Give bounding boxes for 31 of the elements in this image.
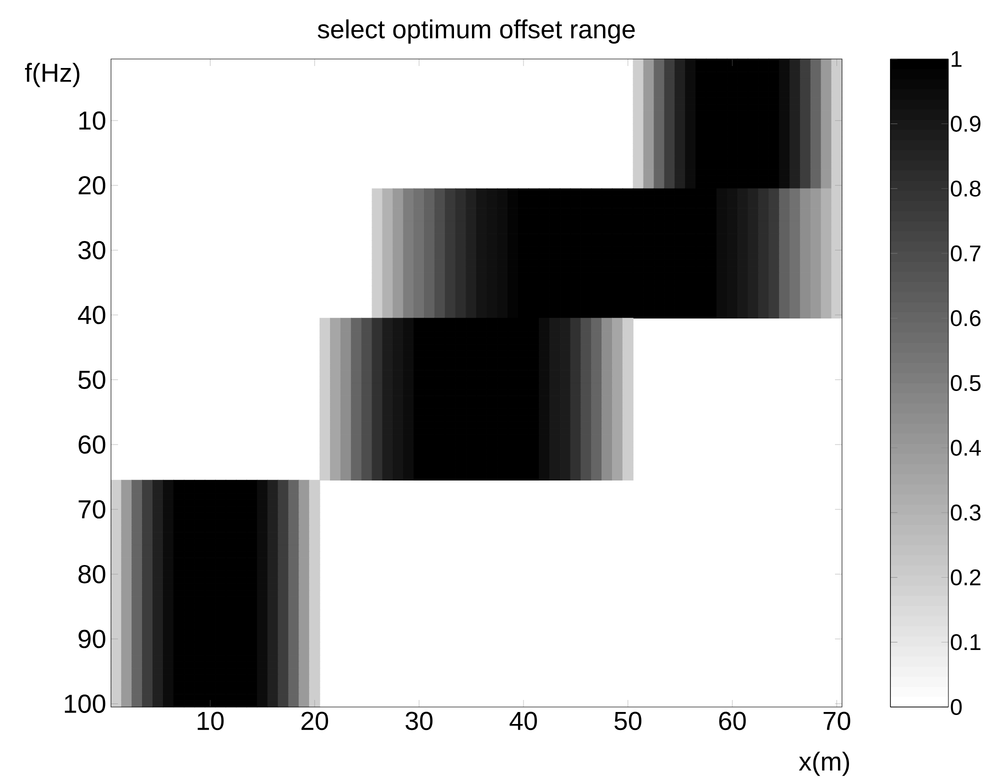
color-bar-label: 0.4 — [950, 440, 981, 456]
x-tick-label: 20 — [301, 712, 328, 730]
x-axis-title: x(m) — [798, 752, 850, 776]
x-tick-label: 70 — [824, 712, 850, 730]
y-tick-label: 20 — [78, 176, 106, 195]
color-bar-label: 0.5 — [950, 374, 981, 392]
color-bar-label: 0.7 — [950, 245, 980, 262]
y-tick-label: 70 — [78, 500, 106, 519]
y-tick-label: 40 — [78, 306, 106, 324]
x-tick-label: 40 — [510, 712, 537, 730]
chart-title: select optimum offset range — [318, 19, 635, 44]
y-tick-label: 90 — [78, 630, 106, 648]
x-tick-label: 30 — [406, 712, 433, 730]
color-bar-label: 1 — [952, 51, 962, 67]
color-bar-label: 0.8 — [950, 180, 981, 197]
y-tick-label: 100 — [64, 694, 106, 713]
color-bar-label: 0.2 — [950, 569, 980, 586]
y-tick-label: 30 — [78, 240, 106, 260]
y-tick-label: 10 — [79, 111, 106, 130]
x-tick-label: 10 — [198, 712, 224, 730]
color-bar-label: 0.9 — [950, 116, 980, 132]
color-bar-label: 0.3 — [950, 504, 980, 521]
y-axis-title: f(Hz) — [25, 62, 80, 88]
y-tick-label: 60 — [78, 435, 106, 454]
x-tick-label: 60 — [719, 712, 746, 730]
y-tick-label: 50 — [78, 370, 106, 389]
color-bar-label: 0 — [950, 698, 962, 716]
color-bar-label: 0.1 — [950, 634, 980, 650]
x-tick-label: 50 — [614, 712, 642, 730]
color-bar-label: 0.6 — [950, 310, 980, 326]
y-tick-label: 80 — [78, 564, 106, 584]
